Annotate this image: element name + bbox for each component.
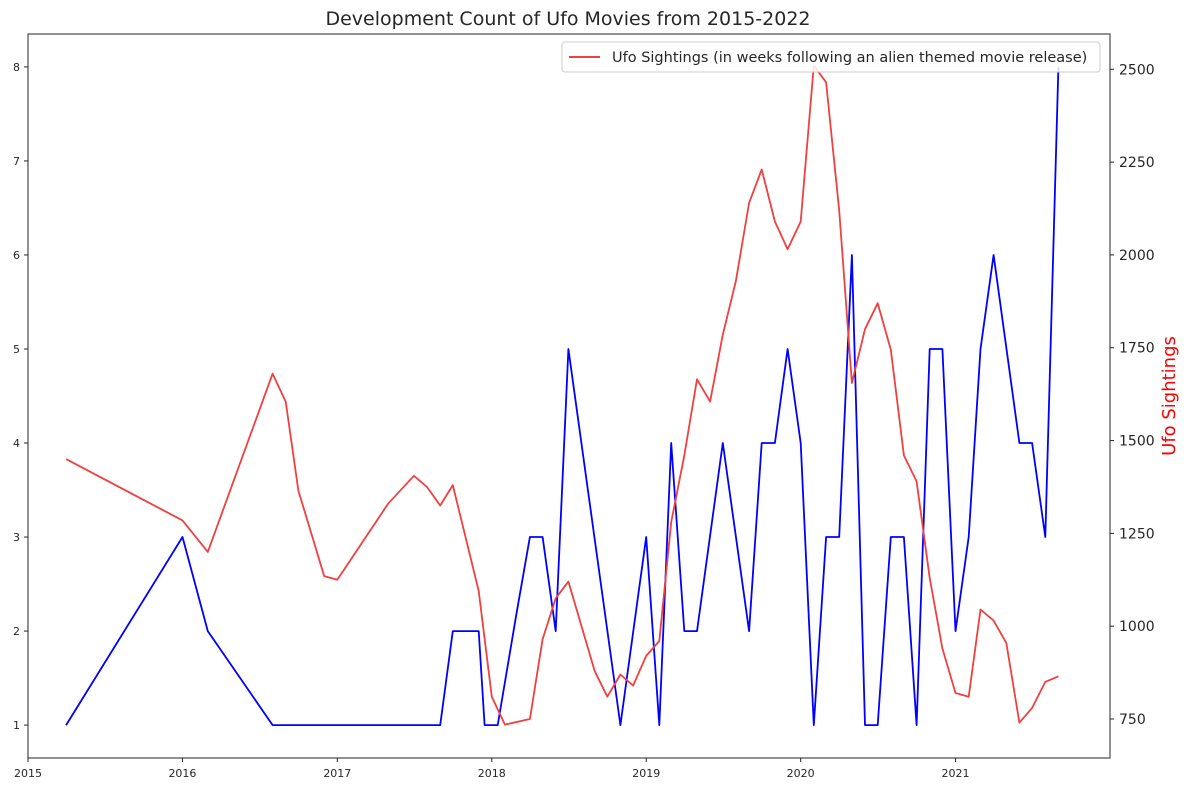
right-tick-label: 2250 [1119, 155, 1155, 171]
x-axis: 2015 2016 2017 2018 2019 2020 2021 [14, 758, 970, 780]
x-tick-label: 2016 [168, 767, 196, 780]
x-tick-label: 2018 [478, 767, 506, 780]
left-tick-label: 8 [13, 61, 20, 74]
chart-title: Development Count of Ufo Movies from 201… [325, 8, 810, 30]
right-tick-label: 2000 [1119, 248, 1155, 264]
legend-box [561, 41, 1101, 73]
legend: Ufo Sightings (in weeks following an ali… [561, 41, 1101, 73]
plot-frame [27, 33, 1111, 759]
right-tick-label: 1750 [1119, 341, 1155, 357]
x-tick-label: 2019 [632, 767, 660, 780]
right-y-axis: 750 1000 1250 1500 1750 2000 2250 2500 [1110, 62, 1155, 728]
left-tick-label: 6 [13, 249, 20, 262]
left-tick-label: 5 [13, 343, 20, 356]
left-y-axis: 1 2 3 4 5 6 7 8 [13, 61, 28, 732]
ufo-sightings-line [65, 64, 1059, 726]
x-tick-label: 2021 [942, 767, 970, 780]
left-tick-label: 4 [13, 437, 20, 450]
left-tick-label: 3 [13, 531, 20, 544]
left-tick-label: 2 [13, 625, 20, 638]
right-y-axis-label: Ufo Sightings [1159, 336, 1180, 456]
plot-border [27, 33, 1111, 759]
right-tick-label: 750 [1119, 712, 1146, 728]
right-tick-label: 1250 [1119, 526, 1155, 542]
movie-count-line [65, 66, 1060, 726]
left-tick-label: 1 [13, 719, 20, 732]
x-tick-label: 2015 [14, 767, 42, 780]
series-layer [65, 64, 1060, 726]
x-tick-label: 2020 [787, 767, 815, 780]
right-tick-label: 1500 [1119, 434, 1155, 450]
x-tick-label: 2017 [323, 767, 351, 780]
right-tick-label: 2500 [1119, 62, 1155, 78]
right-tick-label: 1000 [1119, 619, 1155, 635]
left-tick-label: 7 [13, 155, 20, 168]
legend-entry: Ufo Sightings (in weeks following an ali… [612, 50, 1087, 66]
